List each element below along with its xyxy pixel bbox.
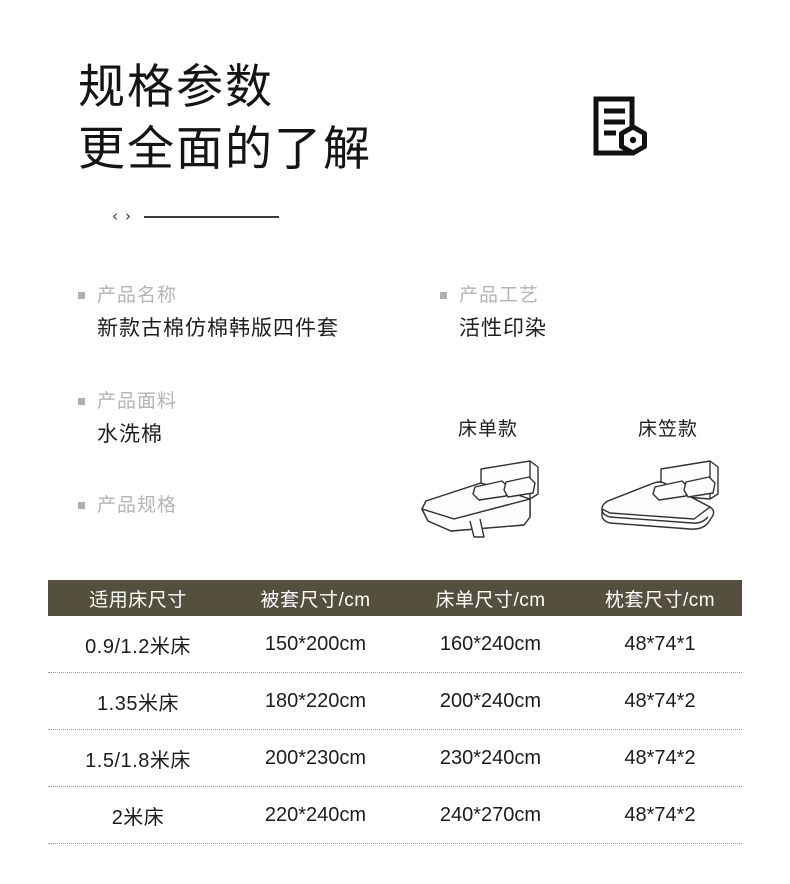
cell-pillow-size: 48*74*1 <box>624 632 696 655</box>
flat-sheet-bed-illustration <box>421 460 539 538</box>
title-divider: ‹ › <box>112 209 279 224</box>
cell-pillow-size: 48*74*2 <box>624 689 696 712</box>
chevron-right-icon: › <box>125 207 131 225</box>
cell-bed-size: 2米床 <box>111 806 165 829</box>
spec-table: 适用床尺寸 被套尺寸/cm 床单尺寸/cm 枕套尺寸/cm 0.9/1.2米床 … <box>48 580 742 844</box>
spec-label: 产品名称 <box>97 285 178 306</box>
bullet-square-icon <box>78 292 85 299</box>
cell-pillow-size: 48*74*2 <box>624 803 696 826</box>
spec-value: 水洗棉 <box>97 423 163 446</box>
fitted-sheet-bed-illustration <box>601 460 719 530</box>
cell-bed-size: 1.35米床 <box>97 692 179 715</box>
document-gear-icon <box>592 96 648 158</box>
bullet-square-icon <box>440 292 447 299</box>
spec-label-row: 产品规格 <box>78 496 177 515</box>
cell-sheet-size: 230*240cm <box>439 746 542 769</box>
bed-style-fitted-sheet: 床笠款 <box>588 414 748 541</box>
divider-line <box>144 215 279 218</box>
bed-style-caption: 床笠款 <box>637 419 698 440</box>
cell-duvet-size: 150*200cm <box>264 632 367 655</box>
spec-value: 新款古棉仿棉韩版四件套 <box>97 317 339 340</box>
spec-label-row: 产品名称 <box>78 286 339 305</box>
cell-duvet-size: 200*230cm <box>264 746 367 769</box>
table-row: 0.9/1.2米床 150*200cm 160*240cm 48*74*1 <box>48 616 742 673</box>
table-column-header-sheet-size: 床单尺寸/cm <box>435 589 546 611</box>
header-block: 规格参数 更全面的了解 ‹ › <box>0 0 790 250</box>
cell-sheet-size: 200*240cm <box>439 689 542 712</box>
spec-label: 产品面料 <box>97 391 178 412</box>
spec-label-row: 产品面料 <box>78 392 177 411</box>
spec-label-row: 产品工艺 <box>440 286 547 305</box>
cell-bed-size: 0.9/1.2米床 <box>85 635 191 658</box>
cell-bed-size: 1.5/1.8米床 <box>85 749 191 772</box>
table-row: 1.35米床 180*220cm 200*240cm 48*74*2 <box>48 673 742 730</box>
table-column-header-bed-size: 适用床尺寸 <box>89 589 187 611</box>
bullet-square-icon <box>78 398 85 405</box>
bed-style-caption: 床单款 <box>457 419 518 440</box>
spec-item-product-fabric: 产品面料 水洗棉 <box>78 392 177 447</box>
table-row: 2米床 220*240cm 240*270cm 48*74*2 <box>48 787 742 844</box>
table-row: 1.5/1.8米床 200*230cm 230*240cm 48*74*2 <box>48 730 742 787</box>
page-title: 规格参数 更全面的了解 <box>78 56 372 180</box>
table-header-row: 适用床尺寸 被套尺寸/cm 床单尺寸/cm 枕套尺寸/cm <box>48 580 742 616</box>
cell-pillow-size: 48*74*2 <box>624 746 696 769</box>
cell-sheet-size: 160*240cm <box>439 632 542 655</box>
table-column-header-pillow-size: 枕套尺寸/cm <box>604 589 716 611</box>
table-column-header-duvet-size: 被套尺寸/cm <box>260 589 371 611</box>
bed-style-flat-sheet: 床单款 <box>408 414 568 541</box>
cell-duvet-size: 220*240cm <box>264 803 367 826</box>
chevron-left-icon: ‹ <box>112 207 118 225</box>
spec-value: 活性印染 <box>459 317 547 340</box>
spec-item-product-craft: 产品工艺 活性印染 <box>440 286 547 341</box>
spec-label: 产品规格 <box>97 495 178 516</box>
bullet-square-icon <box>78 502 85 509</box>
spec-item-product-name: 产品名称 新款古棉仿棉韩版四件套 <box>78 286 339 341</box>
page-title-line-2: 更全面的了解 <box>78 122 372 175</box>
spec-label: 产品工艺 <box>459 285 540 306</box>
spec-item-product-size: 产品规格 <box>78 496 177 515</box>
page-title-line-1: 规格参数 <box>78 60 274 113</box>
cell-duvet-size: 180*220cm <box>264 689 367 712</box>
cell-sheet-size: 240*270cm <box>439 803 542 826</box>
